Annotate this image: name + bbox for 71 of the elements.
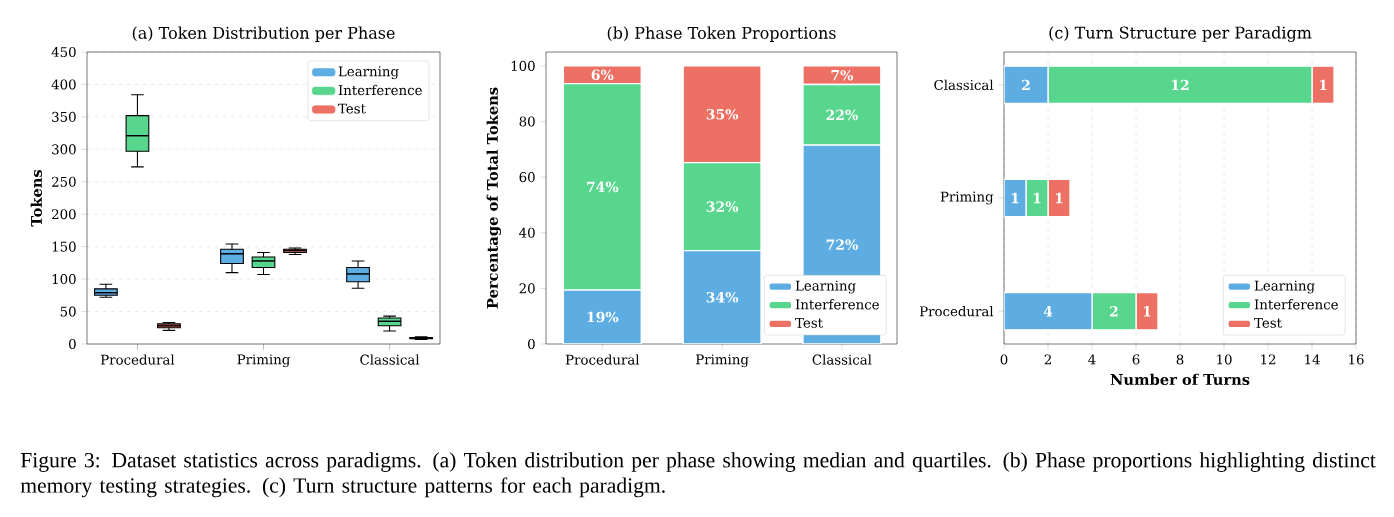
y-tick-label: 40	[519, 227, 535, 238]
data-label: 2	[1022, 79, 1030, 91]
legend-label: Learning	[795, 280, 856, 294]
chart-title: (c) Turn Structure per Paradigm	[1049, 26, 1312, 42]
bar	[1004, 291, 1093, 331]
x-tick-label: Priming	[237, 354, 290, 368]
data-label: 74%	[587, 181, 619, 193]
y-tick-label: 0	[528, 338, 535, 350]
y-tick-label: 250	[52, 176, 76, 187]
caption: Figure 3: Dataset statistics across paradigms. (a) Token distribution per phase showing median and quartiles. (b) Phase proportions highlighting distinct memory testing strategies. (c) Turn structure patterns for each paradigm.	[20, 452, 1376, 498]
data-label: 1	[1143, 305, 1151, 317]
data-label: 22%	[826, 109, 858, 121]
legend-label: Test	[338, 103, 366, 114]
data-label: 12	[1171, 79, 1189, 91]
x-tick-label: 12	[1261, 354, 1276, 365]
data-label: 1	[1055, 192, 1063, 204]
y-tick-label: 20	[519, 283, 535, 294]
chart-title: (b) Phase Token Proportions	[607, 26, 836, 42]
y-tick-label: 60	[519, 172, 535, 183]
x-axis-title: Number of Turns	[1110, 373, 1250, 385]
data-label: 7%	[831, 69, 854, 81]
y-tick-label: 0	[68, 338, 76, 350]
legend-label: Interference	[338, 84, 422, 96]
y-tick-label: 100	[511, 60, 535, 71]
data-label: 1	[1319, 79, 1327, 91]
x-tick-label: 6	[1132, 354, 1140, 365]
y-tick-label: Classical	[934, 79, 994, 90]
x-tick-label: 2	[1044, 354, 1051, 365]
data-label: 19%	[587, 311, 619, 323]
y-tick-label: 50	[60, 306, 76, 317]
legend-label: Learning	[1254, 280, 1315, 294]
chart-title: (a) Token Distribution per Phase	[132, 26, 395, 42]
legend-label: Test	[1254, 317, 1282, 328]
y-tick-label: 200	[52, 209, 76, 220]
y-tick-label: 300	[52, 144, 76, 155]
legend-label: Learning	[338, 66, 399, 80]
y-tick-label: 350	[52, 111, 76, 122]
x-tick-label: Procedural	[100, 354, 175, 365]
y-tick-label: Priming	[940, 191, 994, 205]
data-label: 4	[1043, 305, 1053, 317]
data-label: 34%	[706, 291, 739, 303]
y-axis-title: Percentage of Total Tokens	[486, 87, 502, 309]
data-label: 1	[1011, 192, 1019, 204]
bar	[1004, 65, 1049, 105]
y-axis-title: Tokens	[30, 169, 42, 227]
data-label: 72%	[826, 239, 858, 250]
x-tick-label: 10	[1217, 354, 1232, 365]
legend-label: Test	[795, 317, 823, 328]
data-label: 1	[1033, 192, 1041, 204]
y-tick-label: 150	[52, 241, 76, 252]
bar	[562, 289, 642, 345]
x-tick-label: 0	[1000, 354, 1008, 365]
x-tick-label: 14	[1305, 354, 1320, 365]
y-tick-label: 450	[51, 46, 76, 58]
x-tick-label: 4	[1088, 354, 1096, 365]
x-tick-label: Priming	[696, 354, 749, 368]
x-tick-label: Classical	[812, 354, 872, 365]
data-label: 2	[1110, 305, 1118, 317]
x-tick-label: 16	[1349, 354, 1364, 365]
x-tick-label: Classical	[360, 354, 420, 365]
legend-label: Interference	[795, 299, 879, 310]
legend-label: Interference	[1254, 299, 1338, 310]
data-label: 32%	[706, 201, 739, 212]
y-tick-label: Procedural	[919, 306, 994, 317]
data-label: 35%	[706, 109, 739, 120]
x-tick-label: Procedural	[565, 354, 640, 365]
y-tick-label: 100	[52, 274, 76, 285]
data-label: 6%	[591, 69, 614, 81]
y-tick-label: 80	[519, 116, 535, 127]
x-tick-label: 8	[1176, 354, 1184, 365]
y-tick-label: 400	[51, 79, 76, 90]
